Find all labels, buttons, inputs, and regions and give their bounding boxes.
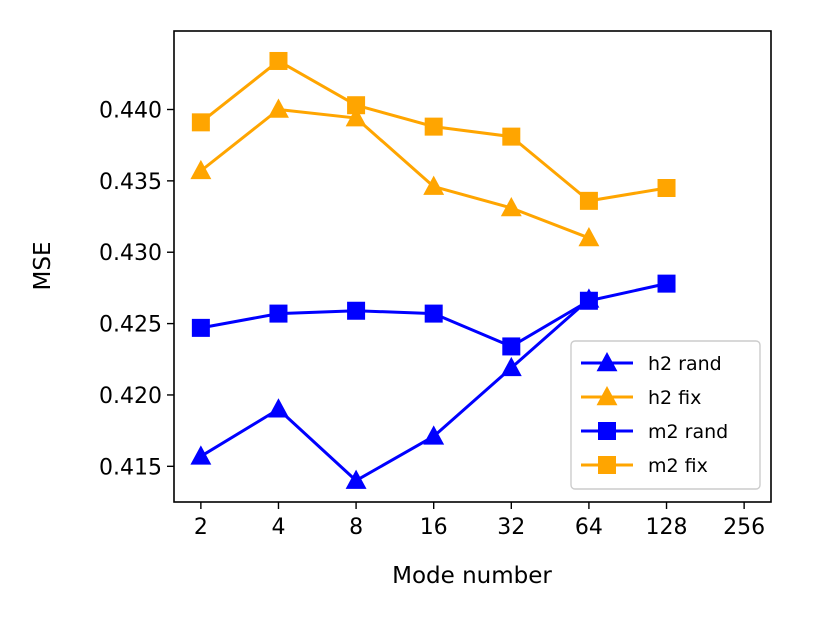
data-point-h2-rand xyxy=(500,356,522,377)
data-point-m2-rand xyxy=(579,291,598,310)
x-tick-label: 4 xyxy=(271,515,285,540)
legend-marker xyxy=(596,386,618,406)
series-layer xyxy=(190,51,676,489)
series-m2-rand xyxy=(191,274,676,356)
x-tick-label: 32 xyxy=(497,515,525,540)
data-point-m2-rand xyxy=(424,304,443,323)
data-point-m2-rand xyxy=(347,301,366,320)
data-point-m2-fix xyxy=(347,96,366,115)
data-point-h2-rand xyxy=(190,445,212,465)
legend-item-m2-rand: m2 rand xyxy=(581,421,728,443)
y-tick-label: 0.420 xyxy=(99,384,162,409)
data-point-m2-fix xyxy=(502,127,521,146)
legend-box xyxy=(570,340,761,490)
series-h2-fix xyxy=(190,98,600,247)
y-tick-label: 0.415 xyxy=(99,455,162,480)
plot-frame xyxy=(173,30,772,503)
data-point-h2-fix xyxy=(345,107,367,127)
data-point-h2-fix xyxy=(190,159,212,180)
data-point-h2-rand xyxy=(268,398,289,418)
series-line-h2-fix xyxy=(199,108,590,240)
y-axis: 0.415 0.420 0.425 0.430 0.435 0.440 xyxy=(99,99,174,480)
legend: h2 rand h2 fix m2 rand m2 fix xyxy=(570,340,761,490)
x-axis-label: Mode number xyxy=(392,563,552,589)
data-point-m2-fix xyxy=(191,113,210,132)
legend-label: h2 rand xyxy=(648,353,722,375)
legend-marker xyxy=(598,456,616,474)
y-axis-label: MSE xyxy=(30,242,56,291)
data-point-m2-rand xyxy=(191,318,210,337)
data-point-m2-fix xyxy=(579,191,598,210)
x-tick-label: 256 xyxy=(723,515,765,540)
data-point-m2-fix xyxy=(269,51,288,70)
data-point-h2-fix xyxy=(578,226,600,247)
legend-item-h2-fix: h2 fix xyxy=(581,386,701,409)
series-m2-fix xyxy=(191,51,676,210)
data-point-m2-rand xyxy=(657,274,676,293)
legend-label: m2 fix xyxy=(648,455,708,477)
x-tick-label: 128 xyxy=(646,515,688,540)
x-axis: 2 4 8 16 32 64 128 256 xyxy=(194,502,765,540)
legend-label: m2 rand xyxy=(648,421,728,443)
x-tick-label: 2 xyxy=(194,515,208,540)
y-tick-label: 0.430 xyxy=(99,241,162,266)
y-tick-label: 0.440 xyxy=(99,99,162,124)
x-tick-label: 16 xyxy=(420,515,448,540)
y-tick-label: 0.435 xyxy=(99,170,162,195)
series-line-h2-rand xyxy=(200,298,590,483)
legend-item-h2-rand: h2 rand xyxy=(581,352,722,375)
legend-item-m2-fix: m2 fix xyxy=(581,455,708,477)
data-point-h2-rand xyxy=(423,425,445,445)
x-tick-label: 64 xyxy=(575,515,603,540)
data-point-h2-rand xyxy=(345,469,367,489)
data-point-m2-rand xyxy=(502,337,521,356)
y-tick-label: 0.425 xyxy=(99,313,162,338)
data-point-m2-fix xyxy=(657,179,676,197)
x-tick-label: 8 xyxy=(349,515,363,540)
legend-label: h2 fix xyxy=(648,387,701,409)
data-point-h2-fix xyxy=(423,175,445,195)
legend-marker xyxy=(598,422,616,440)
data-point-m2-rand xyxy=(269,304,288,323)
data-point-h2-fix xyxy=(500,196,522,217)
data-point-h2-fix xyxy=(268,98,289,118)
data-point-m2-fix xyxy=(424,117,443,136)
legend-marker xyxy=(596,352,618,372)
